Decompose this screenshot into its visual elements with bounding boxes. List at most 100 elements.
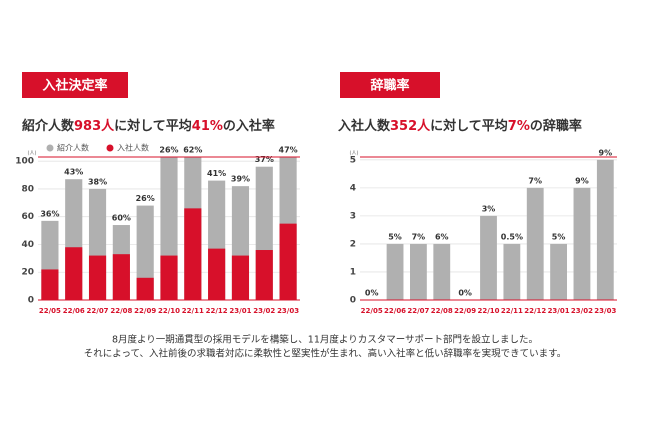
- section-header: 入社決定率: [42, 78, 107, 94]
- bar: [208, 248, 226, 300]
- headline-part: 983人: [74, 118, 115, 134]
- y-tick-label: 0: [28, 296, 34, 306]
- bar: [65, 247, 83, 300]
- rate-label: 36%: [40, 209, 59, 218]
- footer-line: 8月度より一期通貫型の採用モデルを構築し、11月度よりカスタマーサポート部門を設…: [112, 334, 538, 346]
- headline: 紹介人数983人に対して平均41%の入社率: [22, 118, 275, 134]
- rate-label: 43%: [64, 168, 83, 177]
- bar: [409, 243, 427, 300]
- y-tick-label: 40: [21, 240, 34, 250]
- legend-swatch: [46, 144, 54, 152]
- y-tick-label: 5: [350, 155, 356, 165]
- headline-part: の辞職率: [530, 118, 582, 134]
- section-header-box: [22, 72, 128, 98]
- x-tick-label: 22/07: [87, 307, 109, 315]
- x-tick-label: 22/10: [158, 307, 180, 315]
- x-tick-label: 22/06: [63, 307, 85, 315]
- bar: [184, 208, 202, 300]
- bar: [255, 250, 273, 300]
- headline-part: 7%: [508, 119, 530, 134]
- plot-area: [41, 157, 297, 300]
- y-tick-label: 2: [350, 239, 356, 249]
- footer-line: それによって、入社前後の求職者対応に柔軟性と堅実性が生まれ、高い入社率と低い辞職…: [84, 348, 566, 360]
- rate-label: 26%: [159, 146, 178, 155]
- rate-label: 5%: [388, 232, 402, 241]
- plot-area: [386, 159, 614, 300]
- x-tick-label: 22/07: [407, 307, 429, 315]
- rate-label: 37%: [255, 155, 274, 164]
- y-tick-label: 1: [350, 267, 356, 277]
- headline-part: 41%: [192, 119, 223, 134]
- headline-part: の入社率: [223, 118, 275, 134]
- bar: [136, 205, 154, 300]
- x-tick-label: 23/01: [548, 307, 570, 315]
- rate-label: 7%: [412, 232, 426, 241]
- rate-label: 60%: [112, 214, 131, 223]
- legend-label: 入社人数: [117, 143, 149, 153]
- y-tick-label: 20: [21, 268, 34, 278]
- rate-label: 39%: [231, 175, 250, 184]
- x-tick-label: 23/02: [571, 307, 593, 315]
- section-header-box: [340, 72, 440, 98]
- rate-label: 6%: [435, 232, 449, 241]
- y-tick-label: 80: [21, 184, 34, 194]
- bar: [550, 243, 568, 300]
- bar: [573, 187, 591, 300]
- bar: [88, 255, 107, 300]
- unit-label: (人): [28, 151, 37, 157]
- x-tick-label: 22/05: [39, 307, 61, 315]
- bar: [112, 254, 130, 300]
- x-tick-label: 23/02: [253, 307, 275, 315]
- y-tick-label: 4: [350, 183, 356, 193]
- x-tick-label: 22/12: [206, 307, 228, 315]
- section-header: 辞職率: [370, 78, 409, 94]
- rate-label: 5%: [552, 232, 566, 241]
- bar: [41, 269, 59, 300]
- headline-part: に対して平均: [430, 118, 508, 134]
- rate-label: 9%: [575, 176, 589, 185]
- rate-label: 47%: [279, 146, 298, 155]
- x-tick-label: 22/09: [454, 307, 476, 315]
- headline-part: 352人: [390, 118, 431, 134]
- x-tick-label: 23/03: [594, 307, 616, 315]
- x-tick-label: 22/09: [134, 307, 156, 315]
- rate-label: 7%: [528, 176, 542, 185]
- unit-label: (人): [350, 151, 359, 157]
- x-tick-label: 22/11: [182, 307, 204, 315]
- bar: [231, 255, 250, 300]
- headline: 入社人数352人に対して平均7%の辞職率: [338, 118, 582, 134]
- rate-label: 26%: [136, 194, 155, 203]
- x-tick-label: 22/05: [361, 307, 383, 315]
- headline-part: 紹介人数: [22, 118, 75, 134]
- rate-label: 9%: [599, 148, 613, 157]
- rate-label: 0%: [365, 289, 379, 298]
- legend-label: 紹介人数: [57, 143, 89, 153]
- bar: [160, 255, 178, 300]
- bar: [480, 215, 497, 300]
- bar: [279, 223, 297, 300]
- rate-label: 41%: [207, 169, 226, 178]
- legend-swatch: [106, 144, 114, 152]
- y-tick-label: 60: [21, 212, 34, 222]
- headline-part: 入社人数: [338, 118, 391, 134]
- rate-label: 3%: [482, 204, 496, 213]
- x-tick-label: 22/12: [524, 307, 546, 315]
- bar: [503, 243, 521, 300]
- headline-part: に対して平均: [114, 118, 192, 134]
- rate-label: 0%: [458, 289, 472, 298]
- bar: [433, 243, 451, 300]
- y-tick-label: 0: [350, 296, 356, 306]
- bar: [136, 277, 154, 300]
- bar: [386, 243, 404, 300]
- x-tick-label: 22/11: [501, 307, 523, 315]
- rate-label: 62%: [183, 146, 202, 155]
- bar: [526, 187, 544, 300]
- bar: [596, 159, 614, 300]
- x-tick-label: 23/03: [277, 307, 299, 315]
- x-tick-label: 23/01: [229, 307, 251, 315]
- x-tick-label: 22/06: [384, 307, 406, 315]
- y-tick-label: 100: [15, 157, 34, 167]
- rate-label: 0.5%: [501, 232, 523, 241]
- x-tick-label: 22/08: [431, 307, 453, 315]
